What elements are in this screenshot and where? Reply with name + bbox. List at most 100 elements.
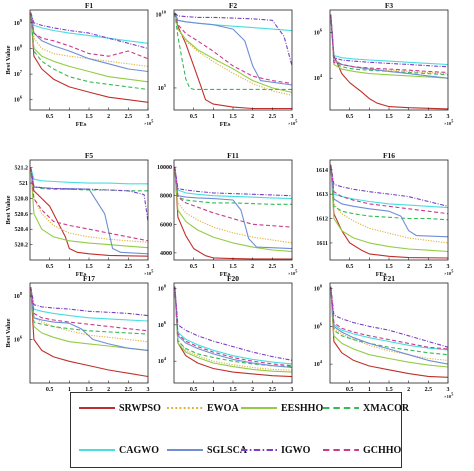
x-axis-label: FEs [220, 271, 231, 278]
plot-area [330, 10, 448, 110]
x-tick-label: 2.5 [269, 387, 277, 393]
series-gchho [174, 286, 292, 367]
series-xmacor [330, 164, 448, 221]
y-tick-exponent: 8 [320, 284, 323, 289]
panel-title: F3 [385, 1, 394, 10]
y-tick-label: 520.4 [15, 227, 29, 233]
series-gchho [30, 287, 148, 332]
y-tick-exponent: 4 [320, 73, 323, 78]
y-tick-label: 109 [14, 18, 23, 27]
y-tick-exponent: 6 [20, 95, 23, 100]
series-igwo [30, 287, 148, 317]
x-tick-label: 0.5 [190, 387, 198, 393]
x-exponent-power: 5 [295, 119, 298, 124]
series-eeshho [330, 14, 448, 79]
x-tick-label: 2 [407, 264, 410, 270]
y-tick-exponent: 6 [320, 321, 323, 326]
x-tick-label: 3 [147, 114, 150, 120]
series-cagwo [330, 164, 448, 209]
x-tick-label: 0.5 [346, 114, 354, 120]
panel-f16: 0.5 1 1.5 2 2.5 3×105 1611 1612 1613 1614 F16 FEs [316, 151, 454, 278]
legend-item: CAGWO [79, 443, 159, 457]
x-tick-label: 1.5 [385, 387, 393, 393]
series-sglsca [330, 14, 448, 79]
x-tick-label: 1 [68, 387, 71, 393]
y-tick-label: 107 [14, 69, 23, 78]
series-eeshho [30, 287, 148, 351]
series-gchho [30, 167, 148, 242]
series-eeshho [174, 286, 292, 373]
y-axis-label: Best Value [5, 195, 12, 224]
panel-title: F5 [85, 151, 94, 160]
panel-title: F11 [227, 151, 239, 160]
series-ewoa [30, 287, 148, 343]
series-cagwo [30, 287, 148, 322]
legend-item: GCHHO [323, 443, 401, 457]
y-tick-exponent: 4 [320, 359, 323, 364]
legend-swatch [323, 407, 359, 409]
x-exponent-power: 5 [151, 119, 154, 124]
y-tick-exponent: 6 [20, 335, 23, 340]
y-tick-label: 8000 [160, 194, 172, 200]
legend: SRWPSO EWOA EESHHO XMACOR CAGWO SGLSCA I… [70, 392, 409, 468]
legend-swatch [241, 449, 277, 451]
x-tick-label: 2 [251, 387, 254, 393]
x-tick-label: 1.5 [229, 264, 237, 270]
x-tick-label: 2.5 [425, 387, 433, 393]
series-gchho [330, 286, 448, 350]
y-tick-label: 1614 [316, 168, 328, 174]
series-srwpso [330, 286, 448, 378]
x-tick-label: 2.5 [269, 114, 277, 120]
y-tick-exponent: 5 [164, 83, 167, 88]
y-tick-label: 108 [158, 283, 167, 292]
x-tick-label: 1 [368, 387, 371, 393]
series-igwo [174, 12, 292, 67]
series-igwo [174, 286, 292, 361]
y-tick-label: 106 [314, 321, 323, 330]
x-tick-label: 2.5 [125, 264, 133, 270]
legend-item: XMACOR [323, 401, 409, 415]
series-igwo [330, 164, 448, 207]
x-tick-label: 2.5 [425, 114, 433, 120]
y-tick-label: 6000 [160, 222, 172, 228]
plot-area [330, 160, 448, 260]
x-tick-label: 1 [68, 264, 71, 270]
series-ewoa [30, 167, 148, 243]
panel-f3: 0.5 1 1.5 2 2.5 3×105 104 106 F3 [314, 1, 454, 126]
series-cagwo [330, 286, 448, 351]
plot-area [30, 10, 148, 110]
x-tick-label: 3 [291, 387, 294, 393]
x-axis-label: FEs [220, 121, 231, 128]
series-group [174, 167, 292, 260]
series-ewoa [330, 286, 448, 361]
y-tick-label: 520.6 [15, 212, 29, 218]
x-tick-label: 3 [447, 114, 450, 120]
x-tick-label: 0.5 [46, 387, 54, 393]
panel-title: F17 [83, 274, 95, 283]
y-tick-exponent: 8 [20, 291, 23, 296]
series-srwpso [30, 287, 148, 378]
series-gchho [174, 12, 292, 85]
series-xmacor [174, 286, 292, 368]
x-exponent-base: ×105 [444, 392, 454, 400]
x-tick-label: 0.5 [190, 264, 198, 270]
panel-title: F16 [383, 151, 395, 160]
y-tick-label: 104 [314, 73, 323, 82]
series-group [30, 287, 148, 378]
x-axis-label: FEs [76, 271, 87, 278]
y-tick-label: 106 [314, 28, 323, 37]
x-tick-label: 3 [147, 264, 150, 270]
x-tick-label: 3 [291, 264, 294, 270]
x-exponent-base: ×105 [444, 269, 454, 277]
x-tick-label: 2.5 [425, 264, 433, 270]
series-sglsca [30, 287, 148, 351]
x-tick-label: 2 [407, 114, 410, 120]
series-sglsca [174, 12, 292, 86]
legend-label: EESHHO [281, 402, 324, 414]
x-tick-label: 2 [107, 114, 110, 120]
series-ewoa [174, 167, 292, 244]
legend-swatch [79, 449, 115, 451]
series-cagwo [30, 167, 148, 185]
